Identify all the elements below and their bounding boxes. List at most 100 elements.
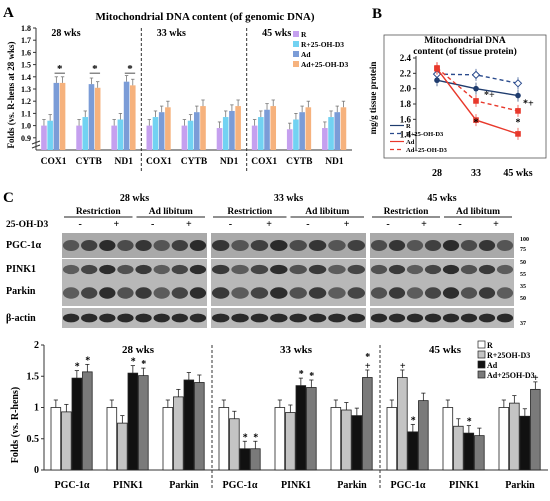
protein-band (81, 287, 98, 299)
panel-b-annotation: *+ (523, 98, 534, 109)
panel-c-legend-swatch (477, 340, 486, 349)
panel-c-bar (162, 407, 174, 471)
protein-band (406, 287, 424, 299)
panel-a-bar (328, 117, 334, 150)
panel-a-ylabel: Folds (vs. R-hens at 28 wks) (6, 41, 16, 148)
panel-a-bar (129, 85, 136, 150)
panel-b-frame (383, 34, 547, 159)
panel-c-bar (519, 415, 531, 471)
protein-band (442, 240, 460, 251)
panel-c-bar (509, 402, 520, 471)
panel-c-category-label: Parkin (505, 480, 535, 491)
panel-c-age-label: 28 wks (122, 344, 155, 356)
protein-band (62, 313, 80, 323)
panel-a-ytick-label: 1.3 (21, 85, 31, 94)
panel-c-bar (229, 418, 240, 471)
protein-band (406, 240, 424, 251)
protein-band (117, 264, 134, 275)
panel-a-bar (111, 125, 117, 150)
panel-c-bar (463, 432, 475, 471)
protein-band (347, 240, 366, 251)
panel-a-ytick-label: 1.6 (21, 48, 31, 57)
protein-band (442, 287, 460, 299)
panel-b-xtick-label: 28 (432, 168, 442, 179)
protein-band (99, 287, 116, 299)
panel-b-legend-entry: Ad+25-OH-D3 (406, 147, 448, 154)
treatment-sign: + (421, 219, 427, 230)
ad-libitum-label: Ad libitum (305, 207, 349, 217)
panel-a-age-label: 28 wks (51, 28, 80, 39)
protein-band (347, 313, 366, 323)
panel-a-bar (82, 117, 89, 150)
panel-b-point (515, 92, 521, 99)
panel-a-bar (258, 117, 264, 150)
molecular-weight-marker: 50 (520, 260, 526, 266)
panel-a-bar (41, 125, 47, 150)
ad-libitum-label: Ad libitum (149, 207, 193, 217)
protein-label: Parkin (6, 286, 36, 297)
protein-band (424, 313, 442, 323)
panel-a-bar (200, 106, 206, 150)
panel-c-legend-entry: R (487, 341, 493, 350)
panel-a-significance-mark: * (92, 63, 98, 75)
panel-b-point (434, 65, 440, 71)
panel-b-point (473, 85, 479, 92)
protein-band (308, 264, 327, 275)
panel-a-ytick-label: 1.5 (21, 61, 31, 70)
protein-band (211, 287, 230, 299)
pink1-blot-row (62, 259, 207, 280)
panel-c-bar (138, 375, 149, 471)
panel-c-bar (474, 435, 485, 471)
panel-a-legend-swatch (293, 61, 299, 67)
protein-band (117, 313, 134, 323)
protein-label: PGC-1α (6, 240, 41, 251)
protein-band (211, 264, 230, 275)
panel-a-bar (76, 125, 82, 150)
protein-band (231, 313, 249, 323)
panel-a-bar (229, 110, 235, 150)
panel-c-ylabel: Folds (vs. R-hens) (10, 387, 21, 463)
panel-b-ytick-label: 2.0 (400, 84, 412, 94)
protein-band (328, 264, 346, 275)
panel-a-bar (94, 87, 101, 150)
panel-a-legend-entry: Ad (301, 50, 311, 59)
panel-a-ytick-label: 1.8 (21, 24, 31, 33)
panel-c-ytick-label: 0.5 (27, 434, 40, 445)
panel-c-age-label: 45 wks (429, 344, 462, 356)
protein-band (153, 240, 170, 251)
panel-a-bar (123, 81, 130, 150)
panel-b-axes: 1.4 1.6 1.8 2.0 2.2 2.4 28 33 45 wks (400, 53, 533, 179)
protein-band (347, 264, 366, 275)
panel-c-bars: PGC-1α * * PINK1 * * Parkin PGC-1α PINK1 Parkin PG… (50, 352, 541, 491)
beta-actin-blot-row (370, 308, 514, 328)
panel-a-ytick-label: 1.7 (21, 36, 31, 45)
protein-band (328, 313, 346, 323)
panel-b-title-line1: Mitochondrial DNA (424, 36, 506, 46)
panel-b-legend-entry: Ad (406, 139, 415, 146)
protein-band (153, 264, 170, 275)
protein-band (406, 313, 424, 323)
panel-a-axis-break (31, 140, 41, 149)
panel-b-annotation: *+ (484, 90, 495, 101)
panel-b-xtick-label: 45 wks (503, 168, 532, 179)
panel-a-ytick-label: 1.2 (21, 97, 31, 106)
panel-c-bar (418, 400, 429, 471)
panel-a-bar (216, 128, 223, 150)
protein-band (250, 264, 269, 275)
panel-c-bar (407, 431, 419, 471)
treatment-sign: + (266, 219, 272, 230)
panel-b-point (434, 77, 440, 84)
panel-c-bar (106, 407, 118, 471)
molecular-weight-marker: 55 (520, 272, 526, 278)
protein-band (231, 287, 249, 299)
protein-band (99, 313, 116, 323)
panel-a-bar (117, 119, 124, 150)
protein-band (153, 313, 170, 323)
panel-c-bar (330, 407, 342, 471)
panel-a-bar (187, 120, 194, 150)
protein-band (81, 240, 98, 251)
panel-a-bar-chart: Mitochondrial DNA content (of genomic DN… (6, 11, 352, 172)
panel-c-annotation: + (365, 361, 371, 372)
panel-b-annotation: * (474, 117, 479, 128)
